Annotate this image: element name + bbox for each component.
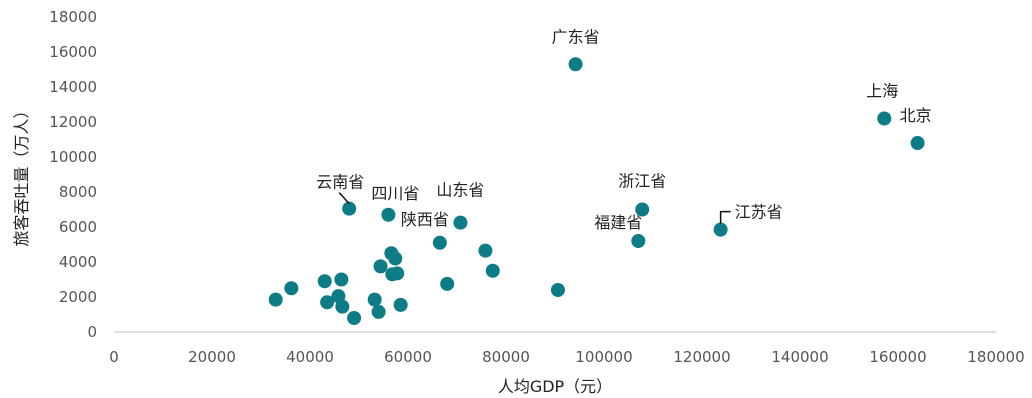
y-tick-label: 4000: [59, 253, 97, 271]
x-tick-label: 80000: [482, 348, 530, 366]
y-tick-label: 8000: [59, 183, 97, 201]
y-tick-label: 2000: [59, 288, 97, 306]
data-points: [268, 57, 925, 325]
data-point: [334, 272, 349, 287]
data-point: [910, 136, 925, 150]
point-label: 江苏省: [735, 203, 783, 222]
data-point: [432, 235, 447, 250]
y-tick-label: 0: [87, 323, 97, 341]
data-point: [485, 263, 500, 278]
point-label: 北京: [900, 106, 932, 125]
data-point: [453, 215, 468, 230]
data-point: [367, 292, 382, 307]
data-point: [381, 207, 396, 222]
data-point: [390, 266, 405, 281]
leader-line: [338, 192, 350, 205]
x-tick-label: 20000: [188, 348, 236, 366]
data-point: [347, 311, 362, 325]
x-tick-label: 120000: [673, 348, 730, 366]
data-point: [631, 234, 646, 248]
data-point: [478, 243, 493, 258]
y-tick-label: 12000: [49, 113, 97, 131]
point-label: 云南省: [316, 173, 364, 192]
point-label: 浙江省: [618, 172, 666, 191]
data-point: [550, 283, 565, 297]
x-tick-label: 100000: [575, 348, 632, 366]
point-label: 四川省: [371, 184, 419, 203]
data-point: [268, 292, 283, 307]
y-tick-label: 6000: [59, 218, 97, 236]
data-point: [342, 201, 357, 216]
data-point: [388, 251, 403, 266]
x-tick-label: 0: [109, 348, 119, 366]
x-tick-labels: 0 20000 40000 60000 80000 100000 120000 140000 1…: [109, 348, 1024, 366]
data-point: [317, 274, 332, 289]
point-label: 上海: [866, 82, 898, 101]
y-tick-label: 10000: [49, 148, 97, 166]
x-tick-label: 160000: [869, 348, 926, 366]
x-tick-label: 40000: [286, 348, 334, 366]
data-point: [373, 259, 388, 274]
data-point: [320, 295, 335, 310]
data-point: [568, 57, 583, 72]
data-point: [393, 297, 408, 312]
x-axis-title: 人均GDP（元）: [498, 377, 612, 396]
data-point: [331, 289, 346, 304]
x-tick-label: 60000: [384, 348, 432, 366]
data-point: [335, 299, 350, 314]
y-axis-title: 旅客吞吐量（万人）: [12, 102, 31, 246]
leader-line: [719, 210, 731, 224]
data-point: [284, 281, 299, 296]
data-point: [635, 202, 650, 217]
data-point: [713, 222, 728, 237]
leader-lines: [338, 192, 731, 224]
point-label: 陕西省: [401, 210, 449, 229]
y-tick-label: 16000: [49, 43, 97, 61]
x-tick-label: 140000: [771, 348, 828, 366]
data-point: [440, 276, 455, 291]
point-label: 山东省: [436, 181, 484, 200]
y-tick-label: 14000: [49, 78, 97, 96]
x-tick-label: 180000: [967, 348, 1024, 366]
data-point: [877, 111, 892, 126]
y-tick-labels: 0 2000 4000 6000 8000 10000 12000 14000 16000 180…: [49, 8, 97, 341]
point-label: 福建省: [594, 213, 642, 232]
data-point: [371, 304, 386, 319]
point-label: 广东省: [552, 27, 600, 46]
y-tick-label: 18000: [49, 8, 97, 26]
